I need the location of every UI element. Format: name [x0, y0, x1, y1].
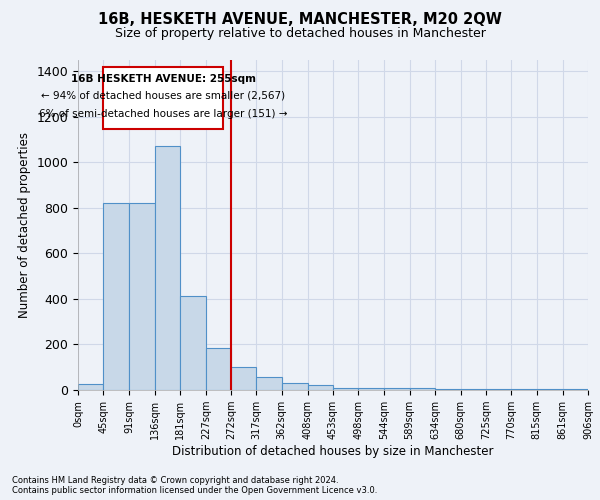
Text: ← 94% of detached houses are smaller (2,567): ← 94% of detached houses are smaller (2,…: [41, 90, 286, 101]
Bar: [563, 389, 588, 390]
Bar: [333, 388, 358, 390]
Bar: [511, 389, 537, 390]
Bar: [155, 146, 180, 390]
Bar: [256, 378, 282, 390]
Bar: [486, 389, 511, 390]
Bar: [308, 386, 333, 390]
Y-axis label: Number of detached properties: Number of detached properties: [18, 132, 31, 318]
Bar: [384, 388, 410, 390]
Text: Size of property relative to detached houses in Manchester: Size of property relative to detached ho…: [115, 28, 485, 40]
Bar: [282, 383, 308, 390]
Bar: [103, 204, 129, 390]
Bar: [358, 388, 384, 390]
Bar: [129, 204, 155, 390]
Text: 6% of semi-detached houses are larger (151) →: 6% of semi-detached houses are larger (1…: [39, 109, 287, 119]
Bar: [231, 367, 256, 390]
X-axis label: Distribution of detached houses by size in Manchester: Distribution of detached houses by size …: [172, 445, 494, 458]
Bar: [103, 67, 223, 130]
Text: Contains HM Land Registry data © Crown copyright and database right 2024.: Contains HM Land Registry data © Crown c…: [12, 476, 338, 485]
Text: 16B HESKETH AVENUE: 255sqm: 16B HESKETH AVENUE: 255sqm: [71, 74, 256, 84]
Bar: [410, 388, 435, 390]
Text: 16B, HESKETH AVENUE, MANCHESTER, M20 2QW: 16B, HESKETH AVENUE, MANCHESTER, M20 2QW: [98, 12, 502, 28]
Bar: [78, 384, 103, 390]
Bar: [180, 296, 206, 390]
Bar: [206, 348, 231, 390]
Bar: [435, 389, 461, 390]
Text: Contains public sector information licensed under the Open Government Licence v3: Contains public sector information licen…: [12, 486, 377, 495]
Bar: [537, 389, 563, 390]
Bar: [461, 389, 486, 390]
